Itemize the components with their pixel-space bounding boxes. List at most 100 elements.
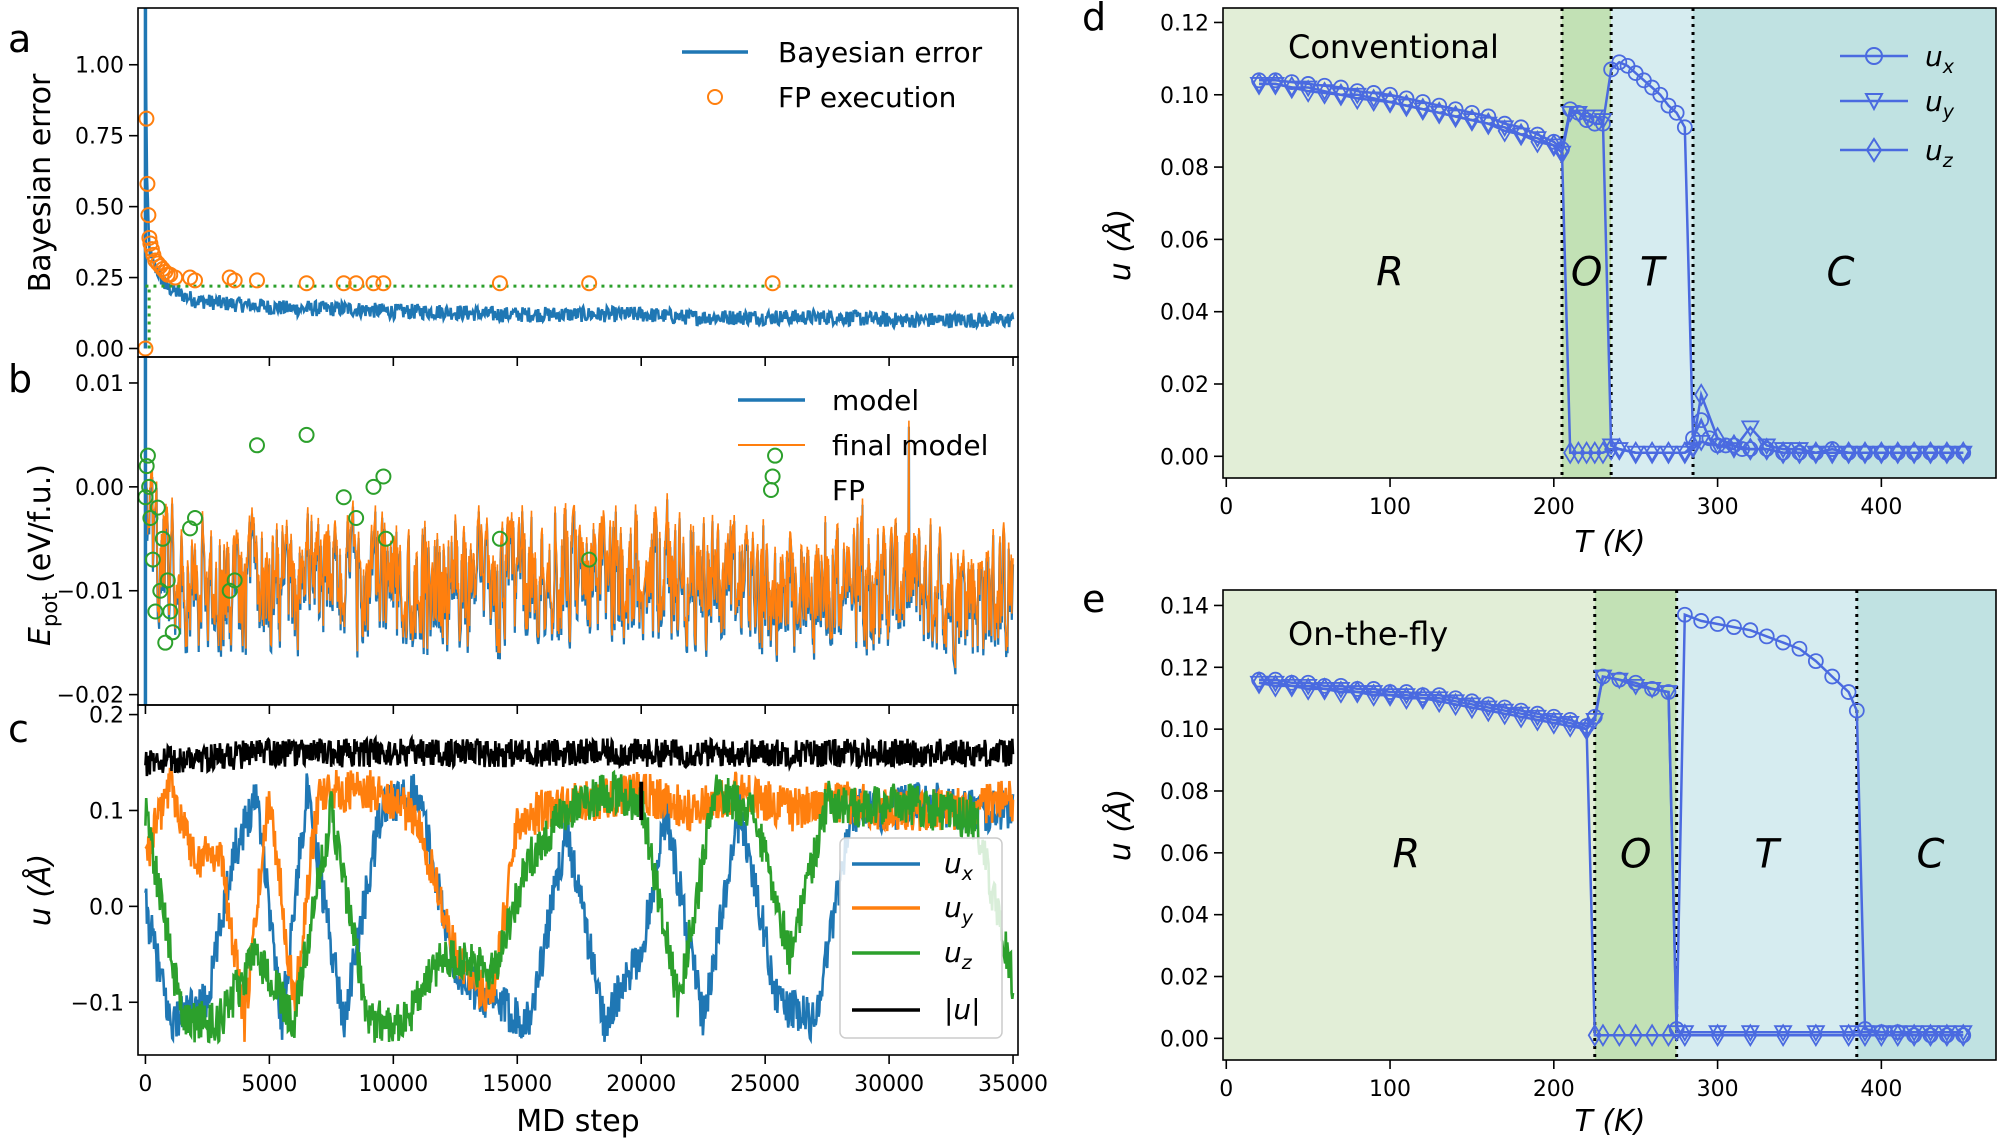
- legend-b-fp: FP: [832, 474, 865, 507]
- y-axis-label-a: Bayesian error: [23, 73, 58, 292]
- ytick-label-a: 0.50: [75, 196, 124, 221]
- phase-label-c: C: [1917, 831, 1945, 877]
- y-axis-label-c: u (Å): [22, 854, 58, 926]
- legend-b: model final model FP: [738, 384, 988, 507]
- phase-label-t: T: [1640, 249, 1668, 295]
- ytick-label-c: 0.0: [89, 895, 124, 920]
- xtick-label-e: 0: [1219, 1077, 1233, 1102]
- fp-point: [300, 428, 314, 442]
- xtick-label-d: 100: [1369, 495, 1411, 520]
- ytick-label-c: 0.1: [89, 799, 124, 824]
- x-axis-label-e: T (K): [1575, 1104, 1646, 1139]
- y-axis-label-d: u (Å): [1102, 209, 1138, 281]
- phase-region-c: [1693, 8, 1996, 478]
- ytick-label-e: 0.14: [1160, 594, 1209, 619]
- ytick-label-e: 0.00: [1160, 1027, 1209, 1052]
- fp-point: [376, 469, 390, 483]
- phase-region-o: [1595, 590, 1677, 1060]
- ytick-label-a: 1.00: [75, 54, 124, 79]
- legend-a-fp-execution: FP execution: [778, 81, 956, 114]
- ytick-label-a: 0.00: [75, 337, 124, 362]
- legend-a: Bayesian error FP execution: [682, 36, 983, 114]
- fp-point: [166, 625, 180, 639]
- fp-point: [766, 469, 780, 483]
- xtick-label-c: 35000: [978, 1072, 1048, 1097]
- fp-execution-point: [300, 276, 314, 290]
- fp-point: [141, 449, 155, 463]
- fp-point: [768, 449, 782, 463]
- x-axis-label-d: T (K): [1575, 525, 1646, 560]
- title-e: On-the-fly: [1288, 615, 1448, 653]
- xtick-label-c: 25000: [730, 1072, 800, 1097]
- phase-label-r: R: [1393, 831, 1421, 877]
- ytick-label-e: 0.02: [1160, 966, 1209, 991]
- ytick-label-a: 0.75: [75, 125, 124, 150]
- legend-c: ux uy uz |u|: [840, 838, 1002, 1038]
- legend-b-final-model: final model: [832, 429, 988, 462]
- title-d: Conventional: [1288, 28, 1499, 66]
- phase-region-t: [1677, 590, 1857, 1060]
- fp-execution-point: [766, 276, 780, 290]
- ytick-label-d: 0.12: [1160, 11, 1209, 36]
- phase-region-c: [1857, 590, 1996, 1060]
- legend-b-model: model: [832, 384, 919, 417]
- fp-point: [337, 490, 351, 504]
- legend-a-bayesian-error: Bayesian error: [778, 36, 983, 69]
- fp-point: [493, 532, 507, 546]
- x-axis-label-c: MD step: [516, 1104, 639, 1139]
- xtick-label-e: 400: [1860, 1077, 1902, 1102]
- xtick-label-d: 300: [1697, 495, 1739, 520]
- y-axis-label-b-symbol: E: [23, 627, 58, 646]
- series-abs-u: [145, 739, 1013, 777]
- fp-execution-point: [250, 273, 264, 287]
- ytick-label-d: 0.10: [1160, 84, 1209, 109]
- xtick-label-c: 20000: [606, 1072, 676, 1097]
- xtick-label-d: 0: [1219, 495, 1233, 520]
- phase-region-r: [1223, 590, 1595, 1060]
- panel-label-a: a: [8, 17, 31, 61]
- phase-region-t: [1611, 8, 1693, 478]
- y-axis-label-b-unit: (eV/f.u.): [23, 464, 58, 593]
- fp-execution-point: [376, 276, 390, 290]
- xtick-label-e: 200: [1533, 1077, 1575, 1102]
- panel-label-d: d: [1082, 0, 1106, 39]
- ytick-label-d: 0.04: [1160, 301, 1209, 326]
- xtick-label-d: 400: [1860, 495, 1902, 520]
- fp-execution-point: [493, 276, 507, 290]
- xtick-label-c: 30000: [854, 1072, 924, 1097]
- ytick-label-b: 0.00: [75, 476, 124, 501]
- ytick-label-c: −0.1: [71, 991, 124, 1016]
- ytick-label-d: 0.08: [1160, 156, 1209, 181]
- xtick-label-d: 200: [1533, 495, 1575, 520]
- y-axis-label-b-sub: pot: [38, 593, 62, 627]
- ytick-label-d: 0.02: [1160, 373, 1209, 398]
- legend-c-absu: |u|: [944, 993, 981, 1026]
- y-axis-label-e: u (Å): [1102, 789, 1138, 861]
- xtick-label-e: 300: [1697, 1077, 1739, 1102]
- panel-a: 0.00 0.25 0.50 0.75 1.00 a Bayesian error Ba…: [8, 6, 1018, 366]
- ytick-label-e: 0.04: [1160, 904, 1209, 929]
- panel-e: 0.000.020.040.060.080.100.120.14 0 100 200…: [1082, 577, 1996, 1139]
- figure: 0.000.250.500.751.00 a Bayesian error Ba…: [0, 0, 2000, 1141]
- ytick-label-b: 0.01: [75, 372, 124, 397]
- fp-point: [250, 438, 264, 452]
- panel-label-b: b: [8, 357, 32, 401]
- panel-label-c: c: [8, 707, 29, 751]
- ytick-label-e: 0.08: [1160, 780, 1209, 805]
- panel-label-e: e: [1082, 577, 1105, 621]
- ytick-label-b: −0.01: [57, 580, 124, 605]
- ytick-label-c: 0.2: [89, 704, 124, 729]
- ytick-label-d: 0.00: [1160, 445, 1209, 470]
- ytick-label-e: 0.06: [1160, 842, 1209, 867]
- xtick-label-c: 10000: [358, 1072, 428, 1097]
- ytick-label-d: 0.06: [1160, 228, 1209, 253]
- phase-label-o: O: [1620, 831, 1651, 877]
- fp-execution-point: [582, 276, 596, 290]
- phase-label-r: R: [1376, 249, 1404, 295]
- panel-c: 0.2 0.1 0.0 −0.1 0 5000 10000 15000 20000 25000 3…: [8, 704, 1048, 1139]
- ytick-label-e: 0.12: [1160, 656, 1209, 681]
- panel-b: 0.010.00−0.01−0.02 b Epot (eV/f.u.) mode…: [8, 357, 1018, 714]
- xtick-label-e: 100: [1369, 1077, 1411, 1102]
- xtick-label-c: 0: [138, 1072, 152, 1097]
- xtick-label-c: 5000: [241, 1072, 297, 1097]
